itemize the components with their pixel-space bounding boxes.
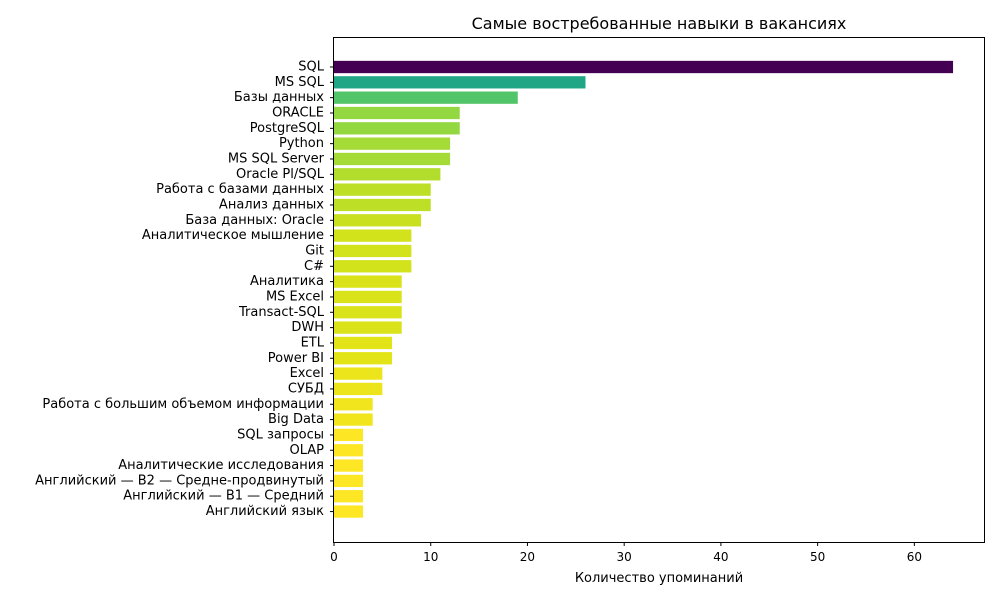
x-tick-label-3: 30 <box>617 550 632 564</box>
bar-16 <box>334 306 402 319</box>
category-label-20: Excel <box>290 366 324 381</box>
x-ticks-group: 0 10 20 30 40 50 60 <box>330 542 922 564</box>
bar-2 <box>334 91 518 104</box>
category-label-29: Английский язык <box>206 504 324 519</box>
plot-frame <box>333 37 985 543</box>
bar-8 <box>334 183 431 196</box>
category-label-14: Аналитика <box>250 274 324 289</box>
category-label-5: Python <box>279 136 324 151</box>
x-tick-label-1: 10 <box>423 550 438 564</box>
category-label-11: Аналитическое мышление <box>142 228 324 243</box>
bar-28 <box>334 490 364 503</box>
category-label-19: Power BI <box>268 351 324 366</box>
chart-title: Самые востребованные навыки в вакансиях <box>472 14 847 33</box>
bar-29 <box>334 505 364 518</box>
category-label-23: Big Data <box>268 412 324 427</box>
category-label-4: PostgreSQL <box>250 121 325 136</box>
category-label-8: Работа с базами данных <box>156 182 324 197</box>
bar-26 <box>334 459 364 472</box>
bar-14 <box>334 275 402 288</box>
bar-4 <box>334 122 460 135</box>
bar-0 <box>334 60 954 74</box>
category-label-0: SQL <box>298 60 324 75</box>
category-label-2: Базы данных <box>234 90 324 105</box>
category-label-27: Английский — B2 — Средне-продвинутый <box>35 473 324 488</box>
category-label-12: Git <box>305 243 324 258</box>
bar-15 <box>334 290 402 304</box>
category-label-25: OLAP <box>289 443 324 458</box>
category-label-7: Oracle Pl/SQL <box>236 167 325 182</box>
bar-25 <box>334 444 364 457</box>
bar-1 <box>334 76 586 89</box>
bars-group <box>334 60 954 518</box>
category-label-26: Аналитические исследования <box>118 458 324 473</box>
x-tick-label-4: 40 <box>713 550 728 564</box>
category-label-1: MS SQL <box>275 75 325 90</box>
x-tick-label-6: 60 <box>907 550 922 564</box>
bar-7 <box>334 168 441 181</box>
category-label-6: MS SQL Server <box>228 151 325 166</box>
bar-5 <box>334 137 451 150</box>
category-label-16: Transact-SQL <box>238 305 325 320</box>
bar-19 <box>334 352 393 365</box>
category-label-21: СУБД <box>288 381 324 396</box>
x-tick-label-5: 50 <box>810 550 825 564</box>
bar-20 <box>334 367 383 380</box>
category-label-18: ETL <box>301 335 325 350</box>
category-label-17: DWH <box>291 320 324 335</box>
bar-18 <box>334 336 393 350</box>
bar-6 <box>334 152 451 166</box>
x-axis-label: Количество упоминаний <box>575 571 743 586</box>
bar-12 <box>334 244 412 258</box>
bar-13 <box>334 260 412 273</box>
bar-11 <box>334 229 412 242</box>
bar-23 <box>334 413 373 426</box>
category-label-9: Анализ данных <box>219 197 324 212</box>
category-label-22: Работа с большим объемом информации <box>42 397 324 412</box>
category-label-3: ORACLE <box>272 105 324 120</box>
category-label-15: MS Excel <box>266 289 324 304</box>
category-label-28: Английский — B1 — Средний <box>123 489 324 504</box>
bar-3 <box>334 106 460 120</box>
bar-22 <box>334 398 373 411</box>
bar-17 <box>334 321 402 334</box>
bar-9 <box>334 198 431 212</box>
x-tick-label-0: 0 <box>330 550 338 564</box>
bar-21 <box>334 382 383 396</box>
bar-24 <box>334 428 364 442</box>
category-label-10: База данных: Oracle <box>185 213 324 228</box>
category-label-24: SQL запросы <box>237 427 324 442</box>
bar-10 <box>334 214 422 227</box>
category-label-13: C# <box>304 259 324 274</box>
x-tick-label-2: 20 <box>520 550 535 564</box>
bar-27 <box>334 474 364 488</box>
